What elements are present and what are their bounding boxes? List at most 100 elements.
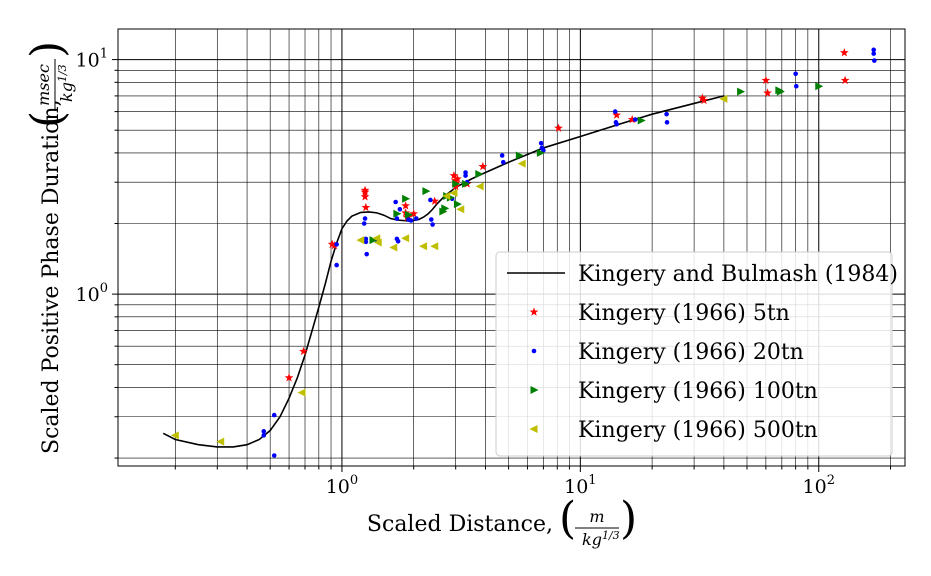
data-point xyxy=(554,123,563,132)
x-paren-left: ( xyxy=(559,493,576,544)
data-point xyxy=(452,179,461,188)
data-point xyxy=(389,243,398,252)
x-paren-right: ) xyxy=(620,493,637,544)
x-tick-label: 102 xyxy=(803,473,835,498)
data-point xyxy=(475,170,484,179)
data-point xyxy=(871,51,877,56)
y-frac-den-base: kg xyxy=(57,82,76,102)
data-point xyxy=(737,87,746,96)
y-paren-right: ) xyxy=(22,41,73,58)
data-point xyxy=(442,192,451,201)
y-axis-label-text: Scaled Positive Phase Duration, xyxy=(39,99,64,454)
y-frac-num: msec xyxy=(34,64,53,106)
legend-label: Kingery (1966) 100tn xyxy=(578,379,818,404)
data-point xyxy=(478,161,488,171)
data-point xyxy=(422,187,431,196)
y-tick-label: 101 xyxy=(76,47,108,72)
data-point xyxy=(664,111,669,117)
legend-entries: Kingery and Bulmash (1984) Kingery (1966)… xyxy=(507,262,898,443)
data-point xyxy=(360,192,370,201)
data-point xyxy=(361,202,371,212)
legend-label: Kingery (1966) 20tn xyxy=(578,340,804,365)
data-point xyxy=(632,117,638,122)
data-point xyxy=(462,179,471,188)
legend-label: Kingery (1966) 500tn xyxy=(578,418,818,443)
legend-marker-swatch xyxy=(529,425,538,433)
data-point xyxy=(393,209,402,218)
data-point xyxy=(363,239,369,245)
data-point xyxy=(402,194,411,203)
data-point xyxy=(397,206,403,212)
data-point xyxy=(356,236,365,245)
y-tick-label: 100 xyxy=(76,281,108,306)
data-point xyxy=(413,216,419,221)
data-point xyxy=(776,87,785,96)
data-point xyxy=(404,210,413,219)
data-point xyxy=(840,75,850,85)
legend-label: Kingery (1966) 5tn xyxy=(578,301,790,326)
legend-marker-swatch xyxy=(529,307,539,316)
data-point xyxy=(361,221,367,226)
data-point xyxy=(463,173,468,178)
y-frac-den: kg1/3 xyxy=(56,64,76,102)
data-point xyxy=(271,453,277,458)
data-point xyxy=(449,188,458,197)
series-triangle-left xyxy=(170,94,728,446)
data-point xyxy=(612,109,618,114)
data-point xyxy=(284,373,294,382)
data-point xyxy=(364,251,369,257)
data-point xyxy=(261,429,267,434)
data-point xyxy=(761,75,771,85)
data-point xyxy=(664,120,670,125)
legend-marker-swatch xyxy=(530,386,539,394)
data-point xyxy=(538,140,544,146)
data-point xyxy=(373,238,382,247)
x-frac-den: kg1/3 xyxy=(582,529,620,549)
data-point xyxy=(614,121,619,127)
data-point xyxy=(430,222,435,227)
data-point xyxy=(334,262,339,268)
axes-frame xyxy=(117,28,906,467)
data-point xyxy=(441,204,450,213)
y-axis-label: Scaled Positive Phase Duration, ( msec k… xyxy=(22,41,76,454)
data-point xyxy=(330,241,339,250)
y-frac-den-exp: 1/3 xyxy=(56,64,69,82)
data-point xyxy=(401,201,411,210)
data-point xyxy=(763,88,772,97)
data-point xyxy=(541,148,546,153)
data-point xyxy=(453,174,462,183)
data-point xyxy=(871,47,877,53)
data-point xyxy=(456,205,465,214)
data-point xyxy=(475,182,484,191)
series-circle xyxy=(261,47,877,458)
data-point xyxy=(216,437,225,446)
data-point xyxy=(637,116,646,125)
data-point xyxy=(369,236,378,245)
data-point xyxy=(517,159,526,168)
data-point xyxy=(627,114,637,124)
data-point xyxy=(719,94,728,103)
data-point xyxy=(362,216,368,221)
data-point xyxy=(839,48,849,57)
data-point xyxy=(500,159,506,165)
data-point xyxy=(327,239,337,249)
legend: Kingery and Bulmash (1984) Kingery (1966)… xyxy=(495,251,898,457)
data-point xyxy=(334,242,339,247)
data-point xyxy=(393,199,398,205)
data-point xyxy=(872,58,877,63)
data-point xyxy=(499,153,505,158)
legend-label: Kingery and Bulmash (1984) xyxy=(578,262,898,287)
data-point xyxy=(419,242,428,251)
data-point xyxy=(408,218,414,223)
x-frac-den-base: kg xyxy=(582,530,602,549)
data-point xyxy=(699,95,709,105)
ticks: 100 101 102 100 101 xyxy=(76,47,892,498)
data-point xyxy=(297,388,306,397)
data-point xyxy=(449,171,459,180)
data-point xyxy=(430,242,439,251)
data-point xyxy=(612,110,622,119)
data-point xyxy=(794,83,799,89)
data-point xyxy=(360,185,370,195)
data-point xyxy=(536,148,545,157)
